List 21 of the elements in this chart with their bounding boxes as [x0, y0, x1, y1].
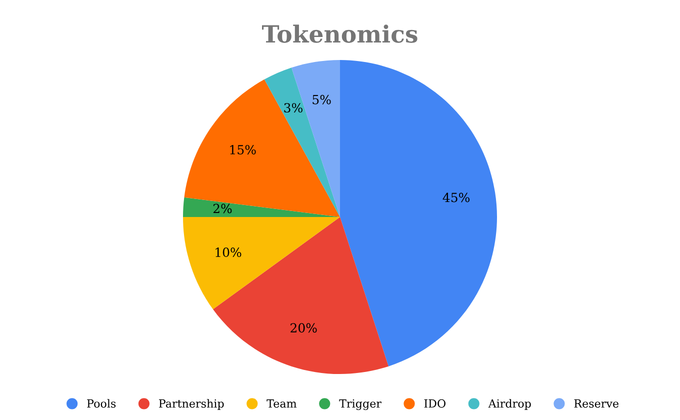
chart-title: Tokenomics [262, 24, 418, 43]
legend-label: Team [266, 399, 297, 408]
pie-slice [183, 197, 340, 217]
legend-label: IDO [424, 399, 446, 408]
pie-slice [212, 217, 389, 374]
pie-slice [340, 60, 497, 366]
legend-label: Airdrop [488, 399, 531, 410]
legend-label: Reserve [574, 399, 618, 408]
pie-slice [184, 79, 340, 217]
data-label: 10% [216, 248, 242, 258]
pie-slice [264, 68, 340, 217]
data-label: 15% [230, 144, 256, 154]
data-label: 20% [290, 323, 317, 333]
legend-label: Trigger [339, 399, 382, 410]
pie-slice [183, 217, 340, 310]
data-label: 2% [213, 204, 232, 214]
data-label: 45% [442, 192, 470, 202]
data-label: 3% [284, 103, 302, 113]
legend-label: Pools [87, 399, 116, 408]
data-label: 5% [312, 94, 331, 104]
legend-label: Partnership [159, 399, 224, 410]
